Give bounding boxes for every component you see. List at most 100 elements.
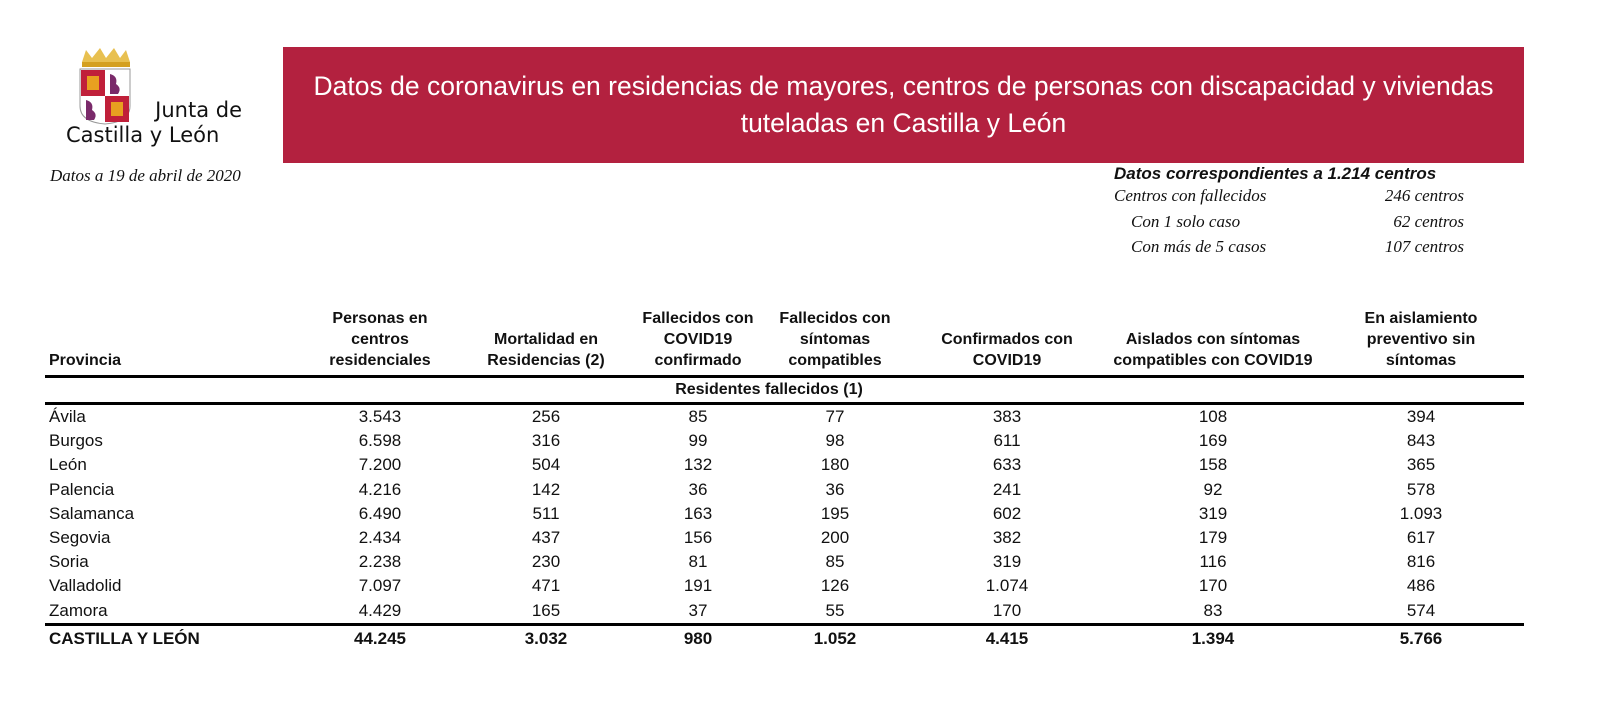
value-cell: 200 [820, 528, 850, 548]
value-cell: 504 [531, 455, 561, 475]
value-cell: 1.074 [985, 576, 1029, 596]
value-cell: 126 [820, 576, 850, 596]
value-cell: 116 [1199, 552, 1227, 572]
value-cell: 169 [1198, 431, 1228, 451]
total-value: 980 [632, 622, 764, 652]
value-cell: 195 [820, 503, 850, 523]
value-cell: 394 [1406, 407, 1436, 427]
total-value: 3.032 [460, 622, 632, 652]
value-cell: 437 [531, 528, 561, 548]
value-cell: 316 [531, 431, 561, 451]
value-cell: 843 [1406, 431, 1436, 451]
value-cell: 241 [992, 479, 1022, 499]
table-row: Burgos 6.598 316 99 98 611 169 843 [45, 429, 1524, 453]
total-value: 44.245 [300, 622, 460, 652]
value-cell: 165 [531, 600, 561, 620]
total-row: CASTILLA Y LEÓN 44.245 3.032 980 1.052 4.415 1… [45, 622, 1524, 652]
title-banner: Datos de coronavirus en residencias de m… [283, 47, 1524, 163]
summary-heading: Datos correspondientes a 1.214 centros [1114, 164, 1437, 183]
province-cell: Salamanca [49, 503, 135, 523]
total-label: CASTILLA Y LEÓN [45, 622, 300, 652]
value-cell: 36 [825, 479, 845, 499]
summary-row: Centros con fallecidos 246 centros [1114, 186, 1464, 205]
value-cell: 36 [688, 479, 708, 499]
value-cell: 3.543 [358, 407, 402, 427]
total-value: 1.052 [764, 622, 906, 652]
value-cell: 77 [825, 407, 845, 427]
column-header: Mortalidad en Residencias (2) [460, 308, 632, 378]
crown-icon [82, 48, 130, 67]
column-header: Fallecidos con COVID19 confirmado [632, 308, 764, 378]
value-cell: 99 [688, 431, 708, 451]
date-note: Datos a 19 de abril de 2020 [50, 166, 241, 185]
value-cell: 578 [1406, 479, 1436, 499]
value-cell: 179 [1198, 528, 1228, 548]
logo-wordmark: Junta de Castilla y León [66, 98, 242, 147]
value-cell: 6.598 [358, 431, 402, 451]
value-cell: 55 [825, 600, 845, 620]
value-cell: 108 [1198, 407, 1228, 427]
value-cell: 83 [1203, 600, 1223, 620]
value-cell: 7.200 [358, 455, 402, 475]
total-value: 1.394 [1108, 622, 1318, 652]
table-row: Zamora 4.429 165 37 55 170 83 574 [45, 599, 1524, 625]
value-cell: 2.434 [358, 528, 402, 548]
column-header: Personas en centros residenciales [300, 308, 460, 378]
province-cell: Burgos [49, 431, 103, 451]
junta-castilla-leon-logo [79, 48, 131, 125]
value-cell: 382 [992, 528, 1022, 548]
total-value: 5.766 [1318, 622, 1524, 652]
value-cell: 256 [531, 407, 561, 427]
column-header: Confirmados con COVID19 [906, 308, 1108, 378]
province-cell: Segovia [49, 528, 111, 548]
value-cell: 163 [683, 503, 713, 523]
value-cell: 511 [532, 503, 560, 523]
table-row: León 7.200 504 132 180 633 158 365 [45, 453, 1524, 477]
table-row: Ávila 3.543 256 85 77 383 108 394 [45, 404, 1524, 430]
value-cell: 486 [1406, 576, 1436, 596]
value-cell: 611 [993, 431, 1021, 451]
value-cell: 230 [531, 552, 561, 572]
province-cell: Ávila [49, 407, 86, 427]
value-cell: 319 [1198, 503, 1228, 523]
value-cell: 383 [992, 407, 1022, 427]
summary-row: Con 1 solo caso 62 centros [1131, 211, 1464, 231]
value-cell: 170 [992, 600, 1022, 620]
value-cell: 319 [992, 552, 1022, 572]
province-cell: León [49, 455, 87, 475]
province-cell: Zamora [49, 600, 108, 620]
value-cell: 98 [825, 431, 845, 451]
group-header: Residentes fallecidos (1) [632, 376, 906, 405]
value-cell: 7.097 [358, 576, 402, 596]
value-cell: 2.238 [358, 552, 402, 572]
value-cell: 81 [688, 552, 708, 572]
table-row: Soria 2.238 230 81 85 319 116 816 [45, 550, 1524, 574]
total-value: 4.415 [906, 622, 1108, 652]
header-row: Provincia Personas en centros residencia… [45, 308, 1524, 378]
value-cell: 602 [992, 503, 1022, 523]
group-header-row: Residentes fallecidos (1) [45, 376, 1524, 405]
value-cell: 158 [1198, 455, 1228, 475]
value-cell: 85 [825, 552, 845, 572]
value-cell: 37 [688, 600, 708, 620]
value-cell: 132 [683, 455, 713, 475]
column-header: Fallecidos con síntomas compatibles [764, 308, 906, 378]
column-header: Provincia [45, 308, 300, 378]
value-cell: 142 [531, 479, 561, 499]
value-cell: 92 [1203, 479, 1223, 499]
table-row: Segovia 2.434 437 156 200 382 179 617 [45, 526, 1524, 550]
value-cell: 816 [1406, 552, 1436, 572]
column-header: En aislamiento preventivo sin síntomas [1318, 308, 1524, 378]
table-row: Salamanca 6.490 511 163 195 602 319 1.093 [45, 502, 1524, 526]
centers-summary: Datos correspondientes a 1.214 centros C… [1114, 164, 1494, 263]
value-cell: 6.490 [358, 503, 402, 523]
value-cell: 170 [1198, 576, 1228, 596]
value-cell: 1.093 [1399, 503, 1443, 523]
summary-row: Con más de 5 casos 107 centros [1131, 237, 1464, 256]
value-cell: 365 [1406, 455, 1436, 475]
table-row: Valladolid 7.097 471 191 126 1.074 170 486 [45, 574, 1524, 598]
value-cell: 574 [1406, 600, 1436, 620]
value-cell: 633 [992, 455, 1022, 475]
province-cell: Valladolid [49, 576, 122, 596]
column-header: Aislados con síntomas compatibles con CO… [1108, 308, 1318, 378]
